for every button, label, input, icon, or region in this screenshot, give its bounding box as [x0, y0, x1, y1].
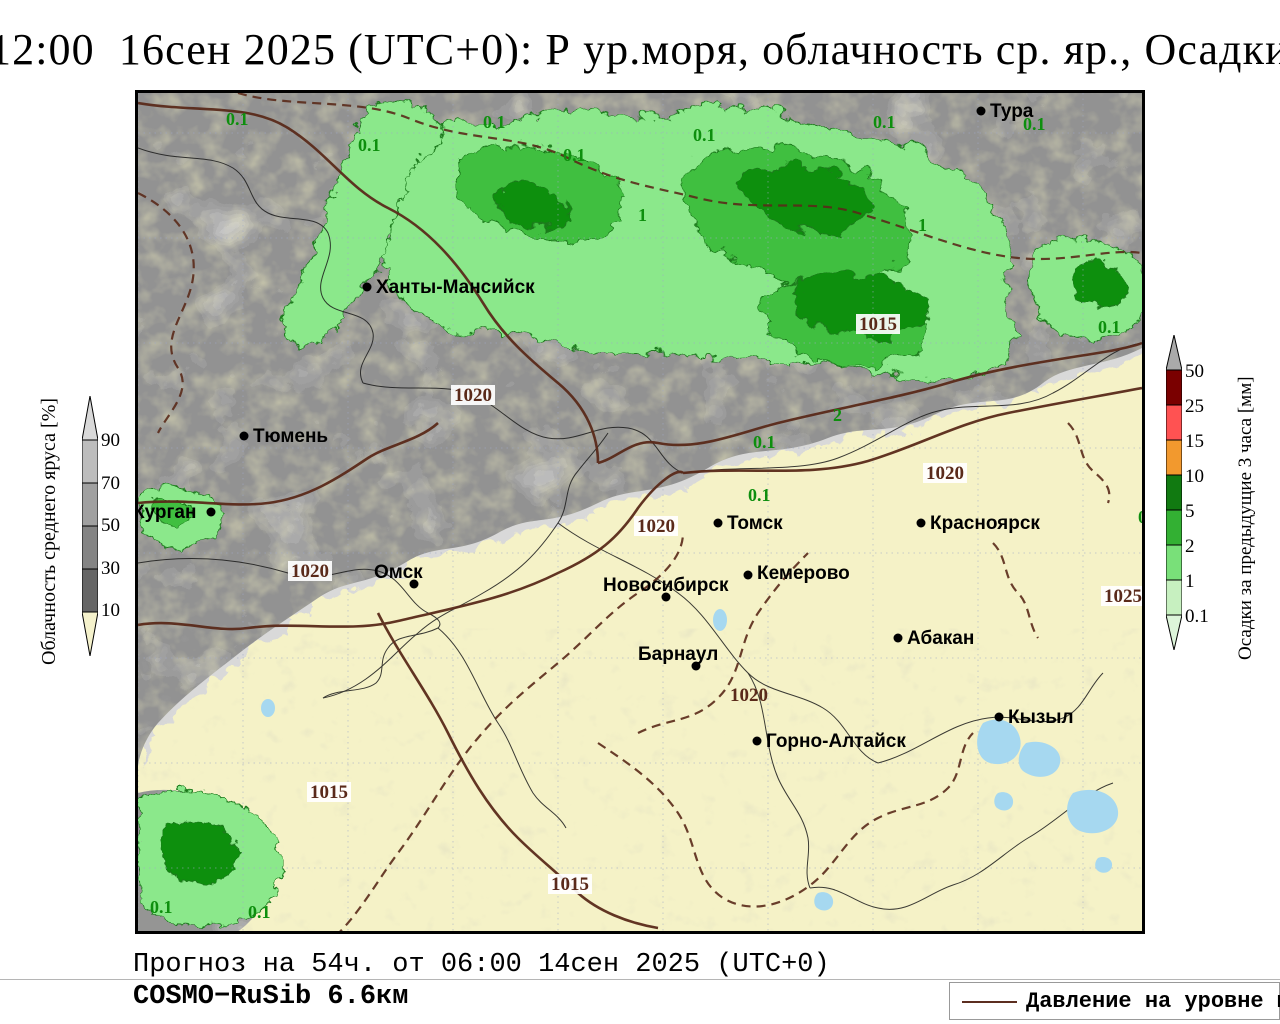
svg-text:1: 1	[638, 205, 647, 225]
svg-text:1020: 1020	[926, 463, 964, 484]
svg-text:0.1: 0.1	[748, 485, 771, 505]
svg-text:0.1: 0.1	[693, 125, 716, 145]
svg-text:2: 2	[833, 405, 842, 425]
svg-text:0.1: 0.1	[483, 112, 506, 132]
svg-text:0.1: 0.1	[358, 135, 381, 155]
svg-text:0.1: 0.1	[1138, 507, 1142, 527]
svg-text:0.1: 0.1	[150, 897, 173, 917]
svg-text:Ханты-Мансийск: Ханты-Мансийск	[376, 277, 535, 298]
svg-text:Тюмень: Тюмень	[253, 426, 328, 447]
svg-text:1015: 1015	[859, 314, 897, 335]
svg-text:1: 1	[918, 215, 927, 235]
svg-text:1020: 1020	[454, 385, 492, 406]
svg-text:Томск: Томск	[727, 513, 783, 534]
svg-text:Кызыл: Кызыл	[1008, 707, 1074, 728]
svg-text:0.1: 0.1	[1098, 317, 1121, 337]
svg-text:1015: 1015	[551, 874, 589, 895]
svg-text:Кемерово: Кемерово	[757, 563, 850, 584]
svg-text:1025: 1025	[1104, 586, 1142, 607]
svg-text:0.1: 0.1	[563, 145, 586, 165]
svg-text:1020: 1020	[637, 516, 675, 537]
svg-text:Новосибирск: Новосибирск	[603, 575, 729, 596]
svg-text:1020: 1020	[291, 561, 329, 582]
svg-text:0.1: 0.1	[226, 109, 249, 129]
svg-text:1015: 1015	[310, 782, 348, 803]
svg-text:1020: 1020	[730, 685, 768, 706]
svg-text:Красноярск: Красноярск	[930, 513, 1040, 534]
svg-text:Горно-Алтайск: Горно-Алтайск	[766, 731, 906, 752]
svg-text:0.1: 0.1	[753, 432, 776, 452]
svg-text:0.1: 0.1	[248, 902, 271, 922]
svg-text:Омск: Омск	[374, 562, 423, 583]
svg-text:Курган: Курган	[138, 502, 196, 523]
svg-text:Барнаул: Барнаул	[638, 644, 718, 665]
svg-text:0.1: 0.1	[873, 112, 896, 132]
svg-text:Тура: Тура	[990, 101, 1034, 122]
svg-text:Абакан: Абакан	[907, 628, 974, 649]
